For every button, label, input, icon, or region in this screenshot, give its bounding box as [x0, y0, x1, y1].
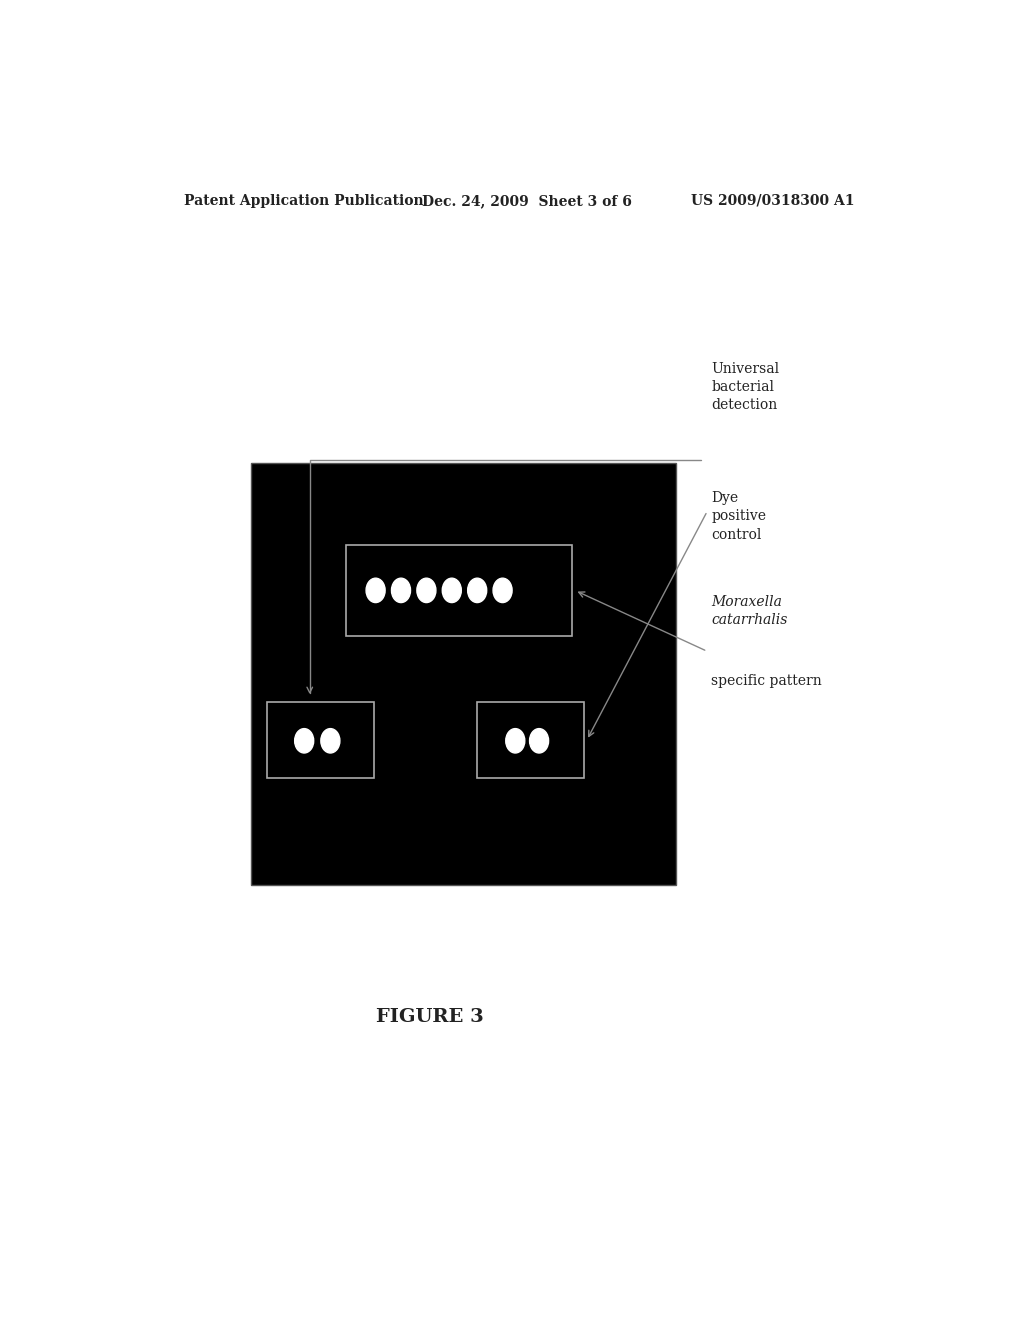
Circle shape	[295, 729, 313, 752]
Text: US 2009/0318300 A1: US 2009/0318300 A1	[691, 194, 855, 209]
Circle shape	[417, 578, 436, 602]
Bar	[477, 702, 585, 779]
Bar	[267, 702, 374, 779]
Circle shape	[529, 729, 549, 752]
Text: specific pattern: specific pattern	[712, 673, 822, 688]
Bar	[346, 545, 572, 636]
Text: Dye
positive
control: Dye positive control	[712, 491, 766, 541]
Text: Universal
bacterial
detection: Universal bacterial detection	[712, 362, 779, 412]
Text: Dec. 24, 2009  Sheet 3 of 6: Dec. 24, 2009 Sheet 3 of 6	[422, 194, 632, 209]
Text: FIGURE 3: FIGURE 3	[376, 1008, 483, 1026]
Text: Moraxella
catarrhalis: Moraxella catarrhalis	[712, 594, 787, 627]
Text: Patent Application Publication: Patent Application Publication	[183, 194, 423, 209]
Circle shape	[391, 578, 411, 602]
Circle shape	[506, 729, 524, 752]
Circle shape	[442, 578, 461, 602]
Circle shape	[367, 578, 385, 602]
Circle shape	[321, 729, 340, 752]
Circle shape	[494, 578, 512, 602]
Bar	[251, 463, 676, 886]
Circle shape	[468, 578, 486, 602]
